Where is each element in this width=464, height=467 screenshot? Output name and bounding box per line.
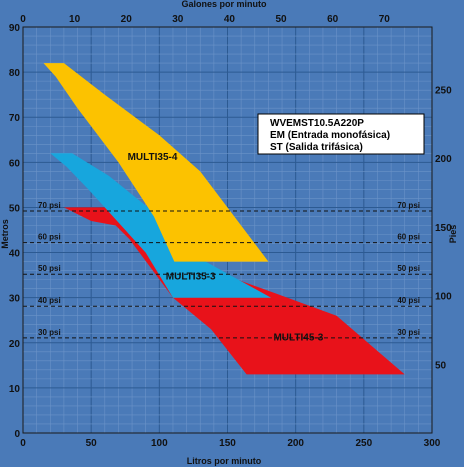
psi-label-right: 60 psi (397, 233, 420, 242)
plot-frame (22, 26, 433, 434)
x2-axis-title: Galones por minuto (181, 0, 267, 9)
region-label-multi35-4: MULTI35-4 (128, 152, 178, 163)
x-tick-label: 200 (287, 438, 304, 449)
y2-tick-label: 150 (435, 223, 452, 234)
info-box: WVEMST10.5A220P EM (Entrada monofásica) … (257, 113, 425, 155)
y2-tick-label: 200 (435, 154, 452, 165)
y2-tick-label: 100 (435, 292, 452, 303)
region-multi35-4 (43, 63, 269, 262)
x2-tick-label: 70 (379, 14, 391, 25)
y2-tick-label: 50 (435, 360, 447, 371)
psi-label-right: 30 psi (397, 328, 420, 337)
x2-tick-label: 0 (20, 14, 26, 25)
psi-label-left: 40 psi (38, 296, 61, 305)
psi-label-right: 40 psi (397, 296, 420, 305)
pressure-lines: 70 psi 70 psi 60 psi 60 psi 50 psi 50 psi 40 p… (23, 201, 432, 339)
info-entrada: EM (Entrada monofásica) (270, 130, 390, 141)
y-tick-label: 80 (9, 68, 21, 79)
y-tick-label: 70 (9, 113, 21, 124)
y-tick-label: 0 (14, 429, 20, 440)
psi-label-right: 50 psi (397, 264, 420, 273)
y-tick-label: 60 (9, 158, 21, 169)
x-tick-label: 300 (424, 438, 441, 449)
region-label-multi35-3: MULTI35-3 (166, 272, 216, 283)
y-tick-label: 50 (9, 203, 21, 214)
y2-axis-title: Pies (448, 225, 458, 244)
x2-tick-label: 40 (224, 14, 236, 25)
x-tick-label: 0 (20, 438, 26, 449)
x-axis-title: Litros por minuto (187, 456, 262, 466)
y-tick-label: 90 (9, 23, 21, 34)
y-axis-title: Metros (0, 219, 10, 249)
y-tick-label: 30 (9, 294, 21, 305)
psi-label-left: 30 psi (38, 328, 61, 337)
psi-label-left: 50 psi (38, 264, 61, 273)
x2-tick-label: 10 (69, 14, 81, 25)
psi-label-right: 70 psi (397, 201, 420, 210)
info-model: WVEMST10.5A220P (270, 118, 364, 129)
x-tick-label: 100 (151, 438, 168, 449)
x-tick-label: 50 (86, 438, 98, 449)
info-salida: ST (Salida trifásica) (270, 142, 363, 153)
x2-tick-label: 20 (121, 14, 133, 25)
x-tick-label: 150 (219, 438, 236, 449)
psi-label-left: 70 psi (38, 201, 61, 210)
psi-label-left: 60 psi (38, 233, 61, 242)
y2-tick-label: 250 (435, 85, 452, 96)
x2-tick-label: 50 (275, 14, 287, 25)
y-tick-label: 20 (9, 339, 21, 350)
x2-tick-label: 60 (327, 14, 339, 25)
y-tick-label: 40 (9, 249, 21, 260)
x-tick-label: 250 (355, 438, 372, 449)
x2-tick-label: 30 (172, 14, 184, 25)
y-tick-label: 10 (9, 384, 21, 395)
tick-labels: 0 50 100 150 200 250 300 0 10 20 30 40 50 60 70 0 10 20 30… (9, 14, 452, 449)
